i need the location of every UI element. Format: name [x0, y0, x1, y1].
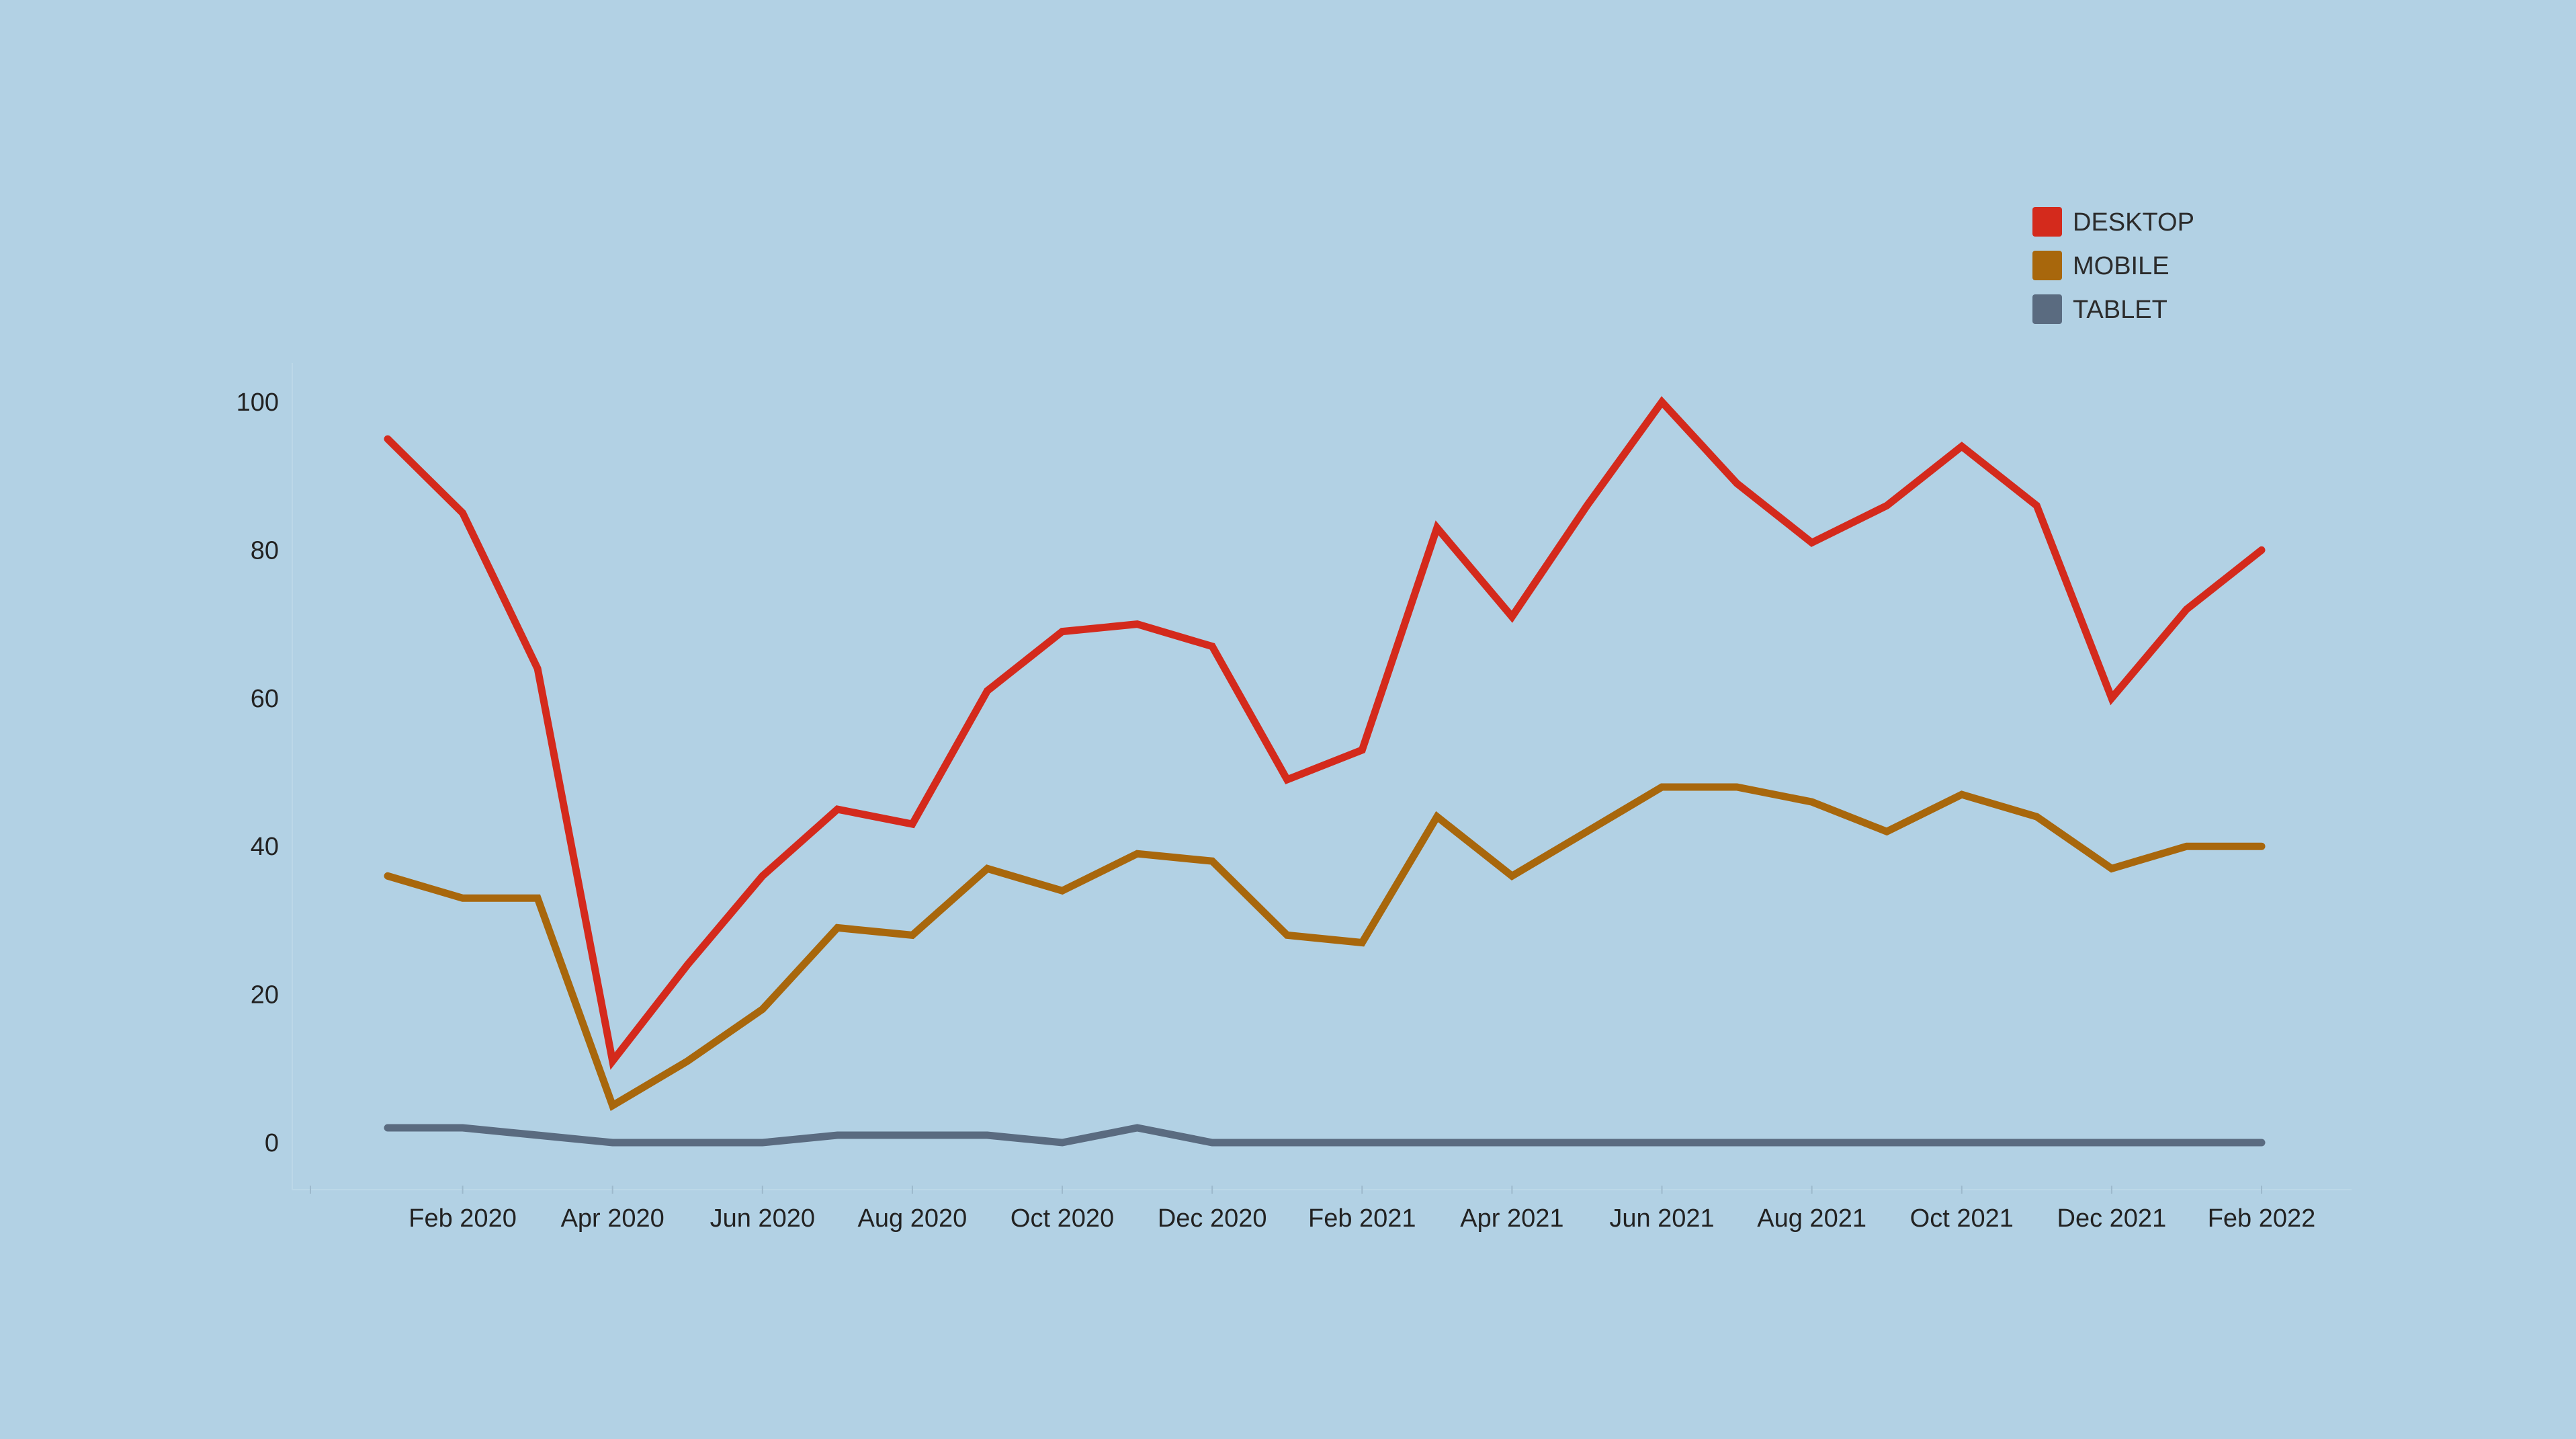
y-tick-label: 60 — [251, 685, 279, 713]
y-tick-label: 20 — [251, 981, 279, 1010]
series-line-desktop — [384, 396, 2266, 1070]
x-tick-label: Oct 2021 — [1910, 1204, 2014, 1233]
series-layer — [384, 396, 2266, 1147]
x-tick-label: Apr 2021 — [1460, 1204, 1563, 1233]
x-tick-label: Feb 2020 — [409, 1204, 517, 1233]
y-tick-label: 100 — [237, 388, 279, 417]
x-tick-label: Oct 2020 — [1011, 1204, 1114, 1233]
legend-label-desktop: DESKTOP — [2073, 208, 2194, 237]
series-line-mobile — [384, 783, 2266, 1112]
x-tick-label: Dec 2021 — [2057, 1204, 2167, 1233]
x-tick-label: Feb 2022 — [2208, 1204, 2316, 1233]
x-tick-label: Aug 2021 — [1757, 1204, 1866, 1233]
x-tick-label: Apr 2020 — [561, 1204, 664, 1233]
series-line-tablet — [384, 1124, 2266, 1147]
legend-label-mobile: MOBILE — [2073, 252, 2170, 280]
axis-layer: 0 20 40 60 80 100 Feb 2020 Apr 2020 Jun 2020 Aug … — [237, 363, 2352, 1233]
legend-label-tablet: TABLET — [2073, 296, 2167, 324]
x-tick-label: Feb 2021 — [1308, 1204, 1416, 1233]
legend-swatch-tablet — [2032, 294, 2062, 324]
legend: DESKTOP MOBILE TABLET — [2032, 207, 2194, 324]
y-tick-label: 80 — [251, 536, 279, 565]
legend-swatch-mobile — [2032, 251, 2062, 280]
x-tick-label: Jun 2021 — [1609, 1204, 1714, 1233]
legend-swatch-desktop — [2032, 207, 2062, 237]
y-tick-label: 0 — [265, 1129, 279, 1157]
x-tick-label: Dec 2020 — [1158, 1204, 1267, 1233]
x-tick-label: Aug 2020 — [858, 1204, 968, 1233]
x-tick-label: Jun 2020 — [710, 1204, 815, 1233]
y-tick-label: 40 — [251, 833, 279, 861]
